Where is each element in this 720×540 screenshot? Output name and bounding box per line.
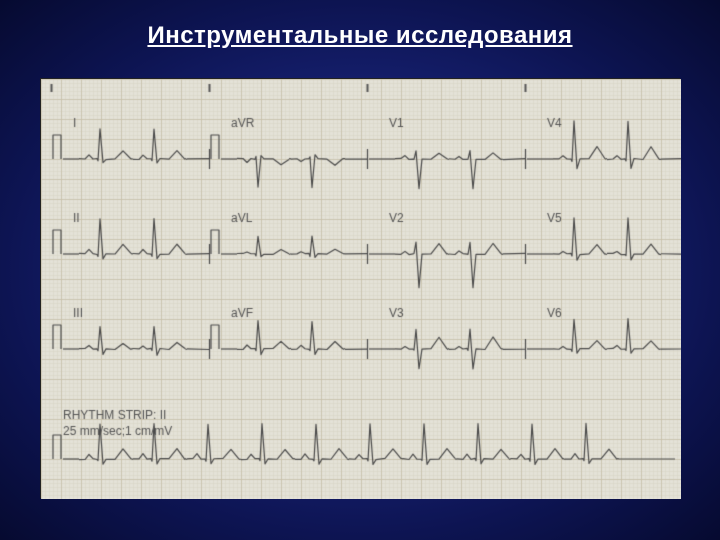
ecg-panel xyxy=(40,78,680,498)
slide: Инструментальные исследования xyxy=(0,0,720,540)
slide-title: Инструментальные исследования xyxy=(0,22,720,50)
ecg-canvas xyxy=(41,79,681,499)
